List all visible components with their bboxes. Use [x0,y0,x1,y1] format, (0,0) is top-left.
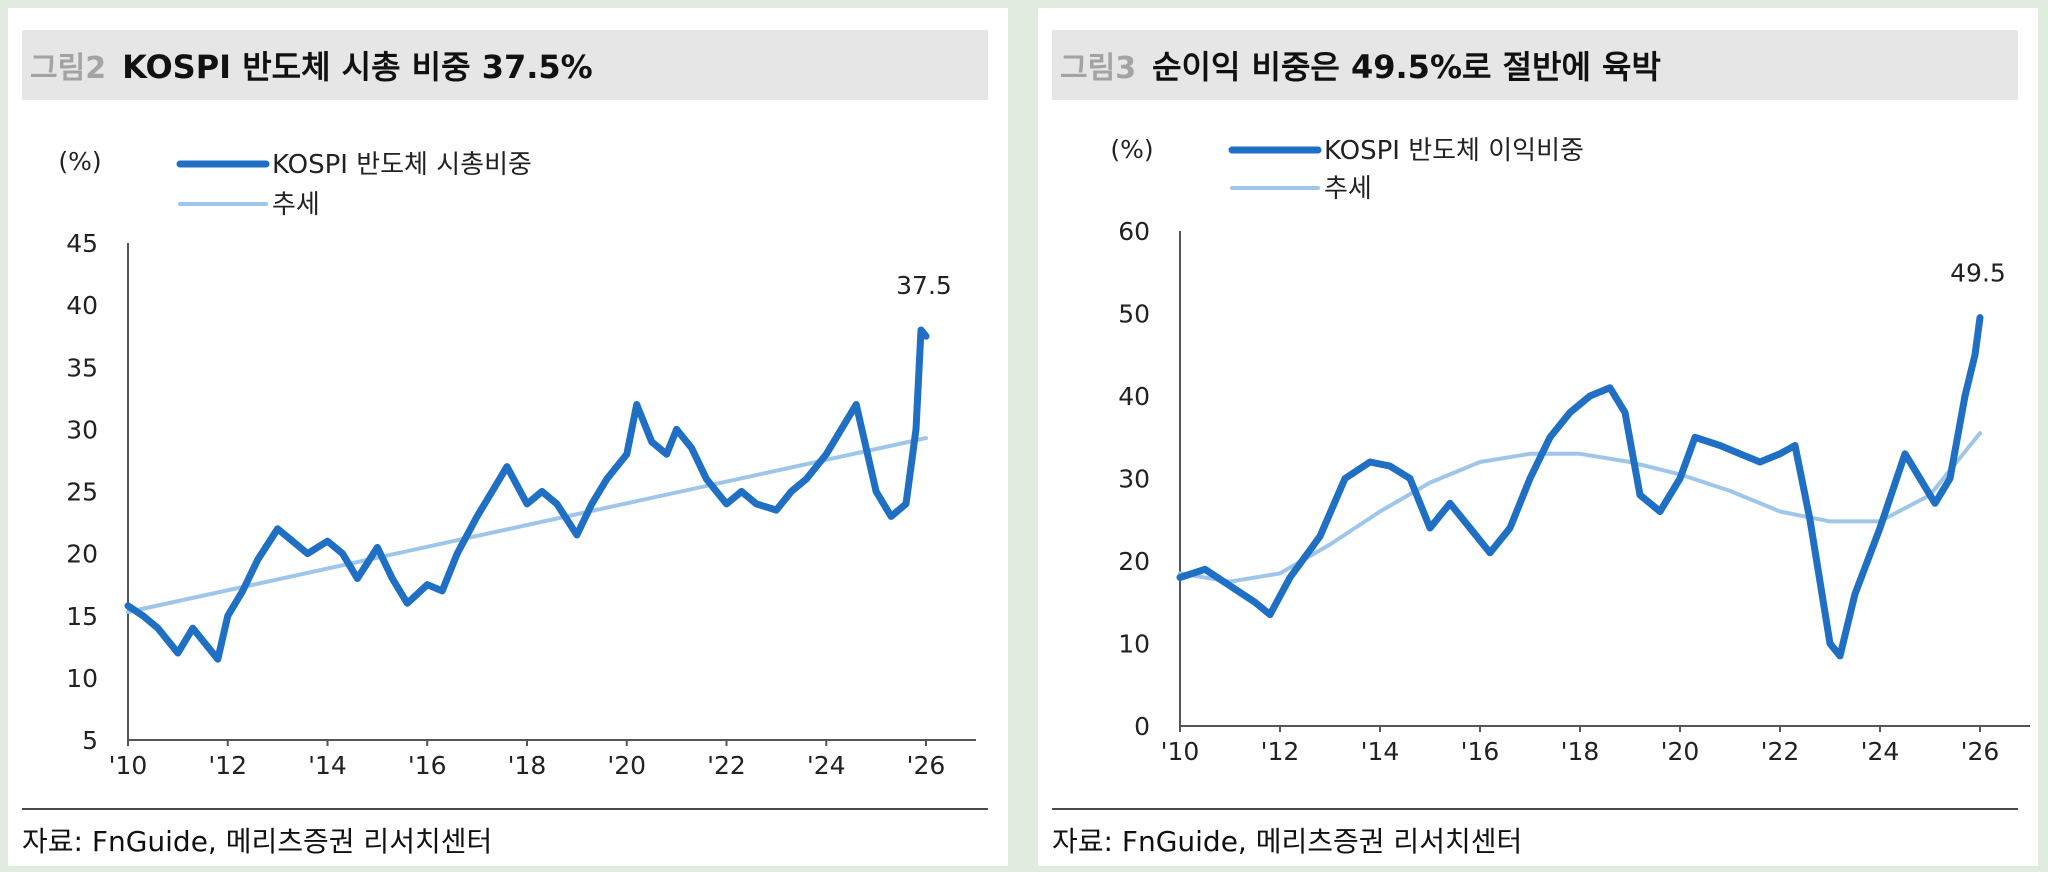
legend-label: 추세 [272,190,320,220]
x-tick-label: '12 [208,751,247,780]
x-tick-label: '24 [807,751,846,780]
x-tick-label: '22 [1761,737,1800,766]
x-tick-label: '18 [508,751,547,780]
series-line-main [124,326,930,663]
x-tick-label: '26 [1961,737,2000,766]
x-tick-label: '24 [1861,737,1900,766]
x-tick-label: '18 [1561,737,1600,766]
figure-label: 그림3 [1060,51,1137,86]
x-tick-label: '20 [1661,737,1700,766]
x-tick-label: '10 [109,751,148,780]
y-tick-label: 5 [82,726,98,755]
x-tick-label: '10 [1161,737,1200,766]
y-tick-label: 40 [66,291,98,320]
x-tick-label: '20 [607,751,646,780]
series-line-trend [1178,431,1982,584]
end-value-label: 37.5 [896,271,952,300]
y-tick-label: 30 [66,415,98,444]
y-tick-label: 45 [66,229,98,258]
chart-title: 순이익 비중은 49.5%로 절반에 육박 [1152,48,1661,86]
x-tick-label: '22 [707,751,746,780]
y-tick-label: 10 [66,664,98,693]
chart-svg: (%) 0 10 20 30 40 50 60 '10 '12 '14 '16 '18 '20 '22 '24… [1110,135,2030,766]
y-tick-label: 40 [1118,382,1150,411]
y-tick-label: 20 [66,540,98,569]
y-unit-label: (%) [1110,135,1153,164]
end-value-label: 49.5 [1950,259,2006,288]
x-tick-label: '14 [1361,737,1400,766]
x-tick-label: '26 [907,751,946,780]
figure-label: 그림2 [30,51,107,86]
chart-svg: (%) 5 10 15 20 25 30 35 40 45 '10 '12 '14 '16 '18 '20 '2… [58,147,976,780]
y-unit-label: (%) [58,147,101,176]
y-tick-label: 15 [66,602,98,631]
y-tick-label: 0 [1134,712,1150,741]
y-tick-label: 60 [1118,217,1150,246]
source-note: 자료: FnGuide, 메리츠증권 리서치센터 [22,825,493,858]
y-tick-label: 35 [66,353,98,382]
chart-title: KOSPI 반도체 시총 비중 37.5% [122,48,593,86]
chart-title-bar: 그림2 KOSPI 반도체 시총 비중 37.5% [22,30,988,100]
source-note: 자료: FnGuide, 메리츠증권 리서치센터 [1052,825,1523,858]
chart-panel-2: 그림3 순이익 비중은 49.5%로 절반에 육박 (%) 0 10 20 30 40 50… [1038,8,2038,866]
legend-label: 추세 [1324,174,1372,204]
y-tick-label: 30 [1118,465,1150,494]
legend-label: KOSPI 반도체 이익비중 [1324,136,1584,166]
x-tick-label: '16 [408,751,447,780]
y-tick-label: 25 [66,478,98,507]
x-tick-label: '16 [1461,737,1500,766]
y-tick-label: 20 [1118,547,1150,576]
y-tick-label: 10 [1118,630,1150,659]
chart-panel-1: 그림2 KOSPI 반도체 시총 비중 37.5% (%) 5 10 15 20 25 30… [8,8,1008,866]
x-tick-label: '14 [308,751,347,780]
source-divider [22,808,988,810]
x-tick-label: '12 [1261,737,1300,766]
series-line-main [1176,314,1984,660]
legend-label: KOSPI 반도체 시총비중 [272,150,532,180]
source-divider [1052,808,2018,810]
chart-title-bar: 그림3 순이익 비중은 49.5%로 절반에 육박 [1052,30,2018,100]
series-line-trend [126,436,928,614]
y-tick-label: 50 [1118,300,1150,329]
